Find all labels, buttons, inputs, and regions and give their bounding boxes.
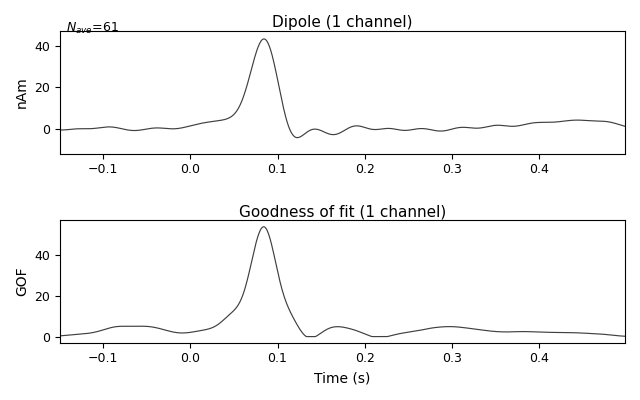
X-axis label: Time (s): Time (s) bbox=[314, 371, 371, 385]
Title: Dipole (1 channel): Dipole (1 channel) bbox=[273, 15, 413, 30]
Text: $N_{ave}$=61: $N_{ave}$=61 bbox=[66, 21, 118, 36]
Y-axis label: nAm: nAm bbox=[15, 76, 29, 108]
Title: Goodness of fit (1 channel): Goodness of fit (1 channel) bbox=[239, 204, 446, 219]
Y-axis label: GOF: GOF bbox=[15, 267, 29, 296]
